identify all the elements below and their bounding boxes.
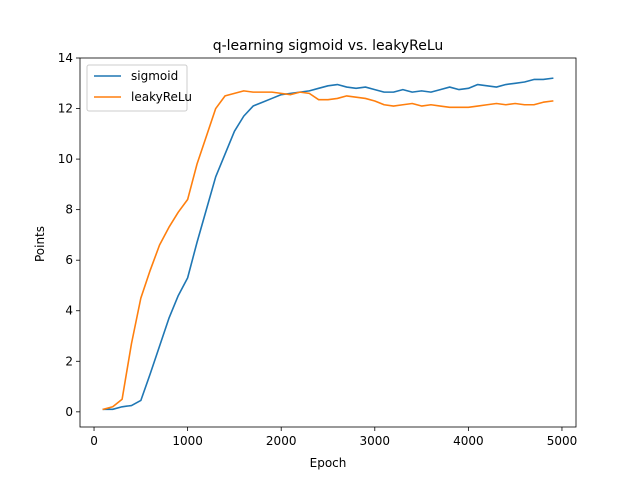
- legend-label-leakyReLu: leakyReLu: [131, 90, 192, 104]
- y-tick-label: 12: [58, 102, 73, 116]
- legend-label-sigmoid: sigmoid: [131, 69, 178, 83]
- y-tick-label: 0: [65, 405, 73, 419]
- y-tick-label: 14: [58, 51, 73, 65]
- y-tick-label: 4: [65, 304, 73, 318]
- x-tick-label: 2000: [266, 434, 297, 448]
- y-tick-label: 10: [58, 152, 73, 166]
- x-axis-label: Epoch: [310, 456, 347, 470]
- x-tick-label: 5000: [547, 434, 578, 448]
- series-line-leakyReLu: [102, 90, 554, 411]
- x-tick-label: 1000: [172, 434, 203, 448]
- y-tick-label: 2: [65, 354, 73, 368]
- chart-title: q-learning sigmoid vs. leakyReLu: [213, 38, 444, 54]
- series-line-sigmoid: [102, 77, 554, 411]
- y-tick-label: 6: [65, 253, 73, 267]
- plot-area: 0 1000 2000 3000 4000 5000 0 2 4 6 8 10 12 14: [58, 51, 578, 448]
- x-tick-label: 4000: [453, 434, 484, 448]
- x-tick-label: 0: [90, 434, 98, 448]
- y-axis-label: Points: [33, 226, 47, 262]
- x-tick-label: 3000: [360, 434, 391, 448]
- axes-frame: [79, 57, 577, 428]
- y-tick-label: 8: [65, 203, 73, 217]
- legend: sigmoid leakyReLu: [86, 64, 192, 112]
